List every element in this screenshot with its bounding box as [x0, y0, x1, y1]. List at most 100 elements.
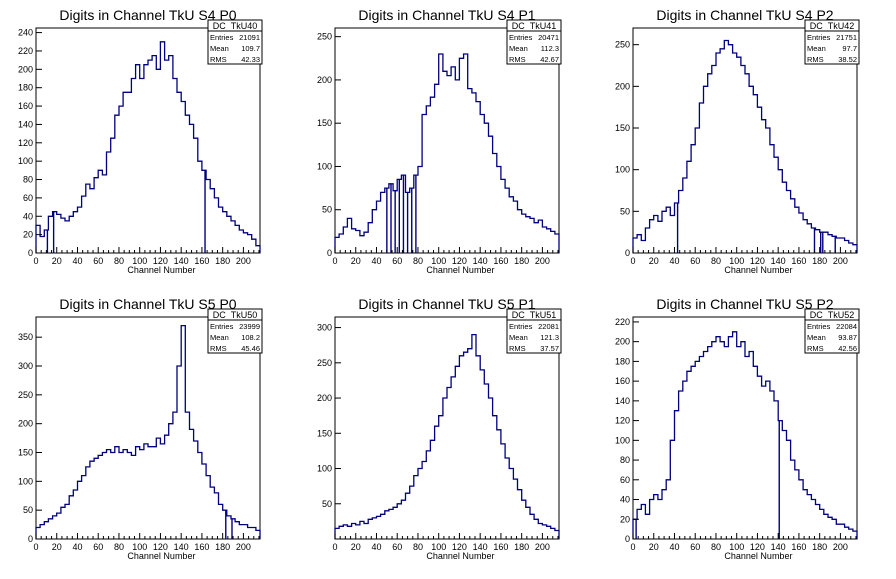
y-tick-label: 60: [620, 475, 630, 485]
y-tick-label: 250: [615, 40, 630, 50]
y-tick-label: 250: [317, 358, 332, 368]
y-tick-label: 0: [327, 248, 332, 258]
x-tick-label: 140: [771, 542, 786, 552]
y-tick-label: 180: [18, 83, 33, 93]
x-tick-label: 200: [535, 542, 550, 552]
stats-value: 45.46: [241, 344, 260, 353]
stats-box: [506, 19, 562, 65]
plot-frame: [632, 316, 858, 540]
series-histogram: [632, 331, 858, 539]
x-tick-label: 60: [93, 542, 103, 552]
y-tick-label: 100: [615, 165, 630, 175]
x-tick-label: 180: [812, 542, 827, 552]
y-tick-label: 150: [18, 448, 33, 458]
x-tick-label: 160: [194, 256, 209, 266]
y-tick-label: 80: [620, 455, 630, 465]
y-tick-label: 350: [18, 332, 33, 342]
y-tick-label: 100: [18, 476, 33, 486]
series-histogram: [632, 39, 858, 253]
y-tick-label: 300: [18, 361, 33, 371]
y-tick-label: 200: [615, 81, 630, 91]
x-axis-label: Channel Number: [724, 265, 792, 275]
stats-value: 108.2: [241, 333, 260, 342]
histogram-panel-0: Digits in Channel TkU S4 P0 0 20 40 60 80 100 1…: [18, 7, 263, 275]
stats-label: Mean: [210, 44, 229, 53]
x-tick-label: 120: [750, 542, 765, 552]
x-tick-label: 140: [473, 542, 488, 552]
y-tick-label: 50: [620, 206, 630, 216]
x-axis-label: Channel Number: [426, 265, 494, 275]
x-axis-label: Channel Number: [426, 551, 494, 561]
x-tick-label: 160: [791, 256, 806, 266]
x-tick-label: 40: [669, 542, 679, 552]
stats-box: [804, 308, 860, 354]
y-tick-label: 0: [625, 248, 630, 258]
x-tick-label: 0: [332, 542, 337, 552]
x-tick-label: 80: [114, 256, 124, 266]
y-tick-label: 200: [317, 75, 332, 85]
y-tick-label: 150: [317, 118, 332, 128]
stats-name: DC_TkU41: [512, 21, 557, 31]
chart-title: Digits in Channel TkU S4 P0: [59, 7, 236, 23]
x-tick-label: 80: [114, 542, 124, 552]
x-tick-label: 200: [833, 256, 848, 266]
x-tick-label: 160: [493, 256, 508, 266]
y-tick-label: 250: [317, 32, 332, 42]
stats-label: RMS: [807, 55, 824, 64]
stats-box: [506, 308, 562, 354]
y-tick-label: 0: [625, 534, 630, 544]
x-tick-label: 60: [93, 256, 103, 266]
stats-label: RMS: [807, 344, 824, 353]
y-tick-label: 50: [322, 205, 332, 215]
y-tick-label: 200: [615, 337, 630, 347]
x-axis-label: Channel Number: [127, 551, 195, 561]
x-tick-label: 80: [413, 256, 423, 266]
x-tick-label: 120: [452, 256, 467, 266]
stats-value: 22081: [538, 322, 559, 331]
x-tick-label: 120: [452, 542, 467, 552]
stats-value: 42.33: [241, 55, 260, 64]
x-tick-label: 20: [351, 256, 361, 266]
y-tick-label: 100: [317, 161, 332, 171]
x-tick-label: 80: [413, 542, 423, 552]
stats-value: 109.7: [241, 44, 260, 53]
stats-label: Entries: [210, 33, 234, 42]
x-tick-label: 160: [493, 542, 508, 552]
y-tick-label: 200: [18, 64, 33, 74]
x-tick-label: 80: [711, 542, 721, 552]
y-tick-label: 40: [23, 211, 33, 221]
x-tick-label: 100: [431, 542, 446, 552]
y-tick-label: 240: [18, 28, 33, 38]
x-tick-label: 0: [630, 256, 635, 266]
stats-label: Entries: [210, 322, 234, 331]
y-tick-label: 220: [18, 46, 33, 56]
y-tick-label: 50: [23, 505, 33, 515]
stats-value: 23999: [239, 322, 260, 331]
x-tick-label: 0: [33, 542, 38, 552]
y-tick-label: 100: [317, 464, 332, 474]
x-tick-label: 20: [351, 542, 361, 552]
histogram-panel-5: Digits in Channel TkU S5 P2 0 20 40 60 80 100 1…: [615, 296, 860, 561]
x-tick-label: 20: [649, 542, 659, 552]
x-tick-label: 140: [174, 542, 189, 552]
stats-value: 21091: [239, 33, 260, 42]
x-tick-label: 100: [132, 542, 147, 552]
stats-label: Mean: [210, 333, 229, 342]
y-tick-label: 300: [317, 323, 332, 333]
x-tick-label: 0: [630, 542, 635, 552]
x-tick-label: 0: [332, 256, 337, 266]
stats-name: DC_TkU52: [810, 310, 855, 320]
x-tick-label: 140: [473, 256, 488, 266]
x-tick-label: 60: [690, 256, 700, 266]
y-tick-label: 120: [615, 416, 630, 426]
x-tick-label: 120: [750, 256, 765, 266]
histogram-panel-2: Digits in Channel TkU S4 P2 0 20 40 60 80 100 1…: [615, 7, 860, 275]
stats-name: DC_TkU42: [810, 21, 855, 31]
plot-frame: [35, 316, 261, 540]
x-tick-label: 120: [153, 256, 168, 266]
x-tick-label: 60: [392, 542, 402, 552]
x-axis-label: Channel Number: [724, 551, 792, 561]
series-histogram: [334, 333, 560, 539]
stats-value: 97.7: [842, 44, 857, 53]
